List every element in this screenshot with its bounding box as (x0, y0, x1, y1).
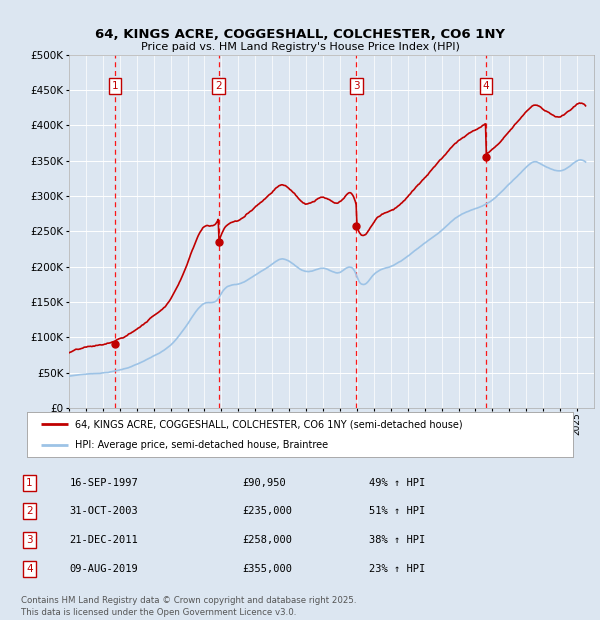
Text: 1: 1 (26, 478, 32, 488)
Text: £258,000: £258,000 (242, 535, 292, 545)
Text: 2: 2 (26, 507, 32, 516)
Text: Contains HM Land Registry data © Crown copyright and database right 2025.
This d: Contains HM Land Registry data © Crown c… (21, 596, 356, 617)
Text: 4: 4 (482, 81, 489, 91)
Text: 38% ↑ HPI: 38% ↑ HPI (369, 535, 425, 545)
Text: 31-OCT-2003: 31-OCT-2003 (70, 507, 139, 516)
Text: Price paid vs. HM Land Registry's House Price Index (HPI): Price paid vs. HM Land Registry's House … (140, 42, 460, 52)
Text: 2: 2 (215, 81, 222, 91)
Text: 64, KINGS ACRE, COGGESHALL, COLCHESTER, CO6 1NY (semi-detached house): 64, KINGS ACRE, COGGESHALL, COLCHESTER, … (75, 419, 463, 430)
Text: HPI: Average price, semi-detached house, Braintree: HPI: Average price, semi-detached house,… (75, 440, 328, 450)
Text: 3: 3 (353, 81, 360, 91)
Text: 21-DEC-2011: 21-DEC-2011 (70, 535, 139, 545)
Text: 3: 3 (26, 535, 32, 545)
Text: 4: 4 (26, 564, 32, 574)
Text: £235,000: £235,000 (242, 507, 292, 516)
Text: 1: 1 (112, 81, 118, 91)
Text: 49% ↑ HPI: 49% ↑ HPI (369, 478, 425, 488)
Text: 16-SEP-1997: 16-SEP-1997 (70, 478, 139, 488)
Text: 64, KINGS ACRE, COGGESHALL, COLCHESTER, CO6 1NY: 64, KINGS ACRE, COGGESHALL, COLCHESTER, … (95, 29, 505, 41)
Text: £355,000: £355,000 (242, 564, 292, 574)
Text: 23% ↑ HPI: 23% ↑ HPI (369, 564, 425, 574)
Text: 51% ↑ HPI: 51% ↑ HPI (369, 507, 425, 516)
Text: 09-AUG-2019: 09-AUG-2019 (70, 564, 139, 574)
Text: £90,950: £90,950 (242, 478, 286, 488)
